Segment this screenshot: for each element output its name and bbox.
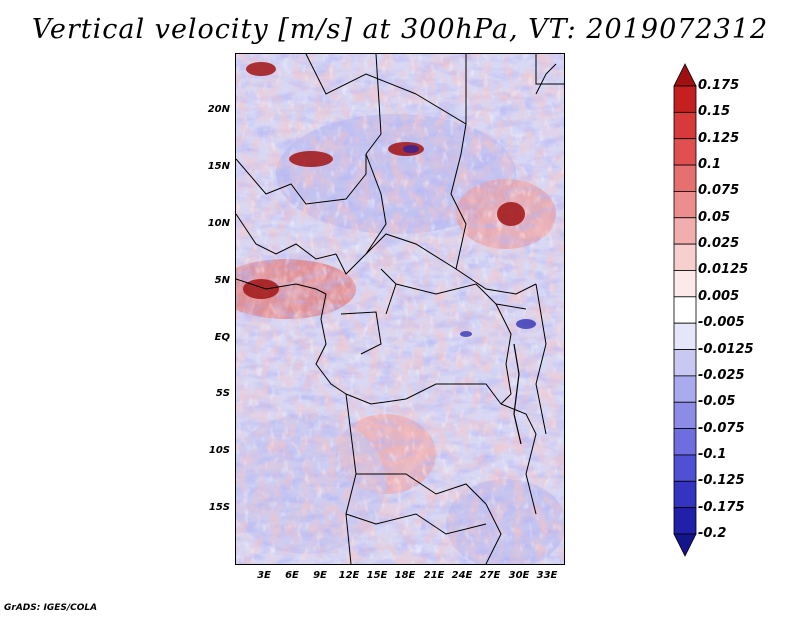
colorbar-max-triangle	[673, 63, 697, 87]
colorbar-tick-label: 0.0125	[698, 262, 749, 278]
colorbar-tick-label: -0.075	[698, 420, 745, 436]
colorbar-segment	[673, 217, 697, 245]
lat-label-5n: 5N	[214, 275, 230, 286]
colorbar-segment	[673, 270, 697, 298]
colorbar-tick-label: -0.0125	[698, 341, 754, 357]
lon-label-21e: 21E	[423, 570, 445, 581]
lon-label-12e: 12E	[338, 570, 360, 581]
lat-label-15n: 15N	[207, 161, 230, 172]
colorbar-tick-label: 0.075	[698, 183, 740, 199]
colorbar-segment	[673, 480, 697, 509]
colorbar-segment	[673, 322, 697, 350]
colorbar-segment	[673, 243, 697, 271]
colorbar-tick-label: 0.05	[698, 209, 731, 225]
colorbar	[673, 63, 697, 557]
colorbar-tick-label: 0.005	[698, 288, 740, 304]
colorbar-tick-label: -0.005	[698, 315, 745, 331]
colorbar-tick-label: 0.175	[698, 78, 740, 93]
lon-label-30e: 30E	[508, 570, 530, 581]
colorbar-segment	[673, 349, 697, 377]
colorbar-segment	[673, 138, 697, 166]
colorbar-min-triangle	[673, 533, 697, 557]
colorbar-segment	[673, 401, 697, 429]
colorbar-tick-label: -0.2	[698, 526, 727, 541]
strong-downdraft-cores	[403, 145, 536, 337]
grads-credit: GrADS: IGES/COLA	[4, 603, 98, 613]
colorbar-tick-label: 0.125	[698, 130, 740, 146]
lon-label-9e: 9E	[313, 570, 327, 581]
strong-updraft-cores	[243, 62, 525, 299]
colorbar-segment	[673, 191, 697, 219]
lat-label-15s: 15S	[208, 502, 230, 513]
lat-label-5s: 5S	[215, 388, 230, 399]
lon-label-24e: 24E	[451, 570, 473, 581]
colorbar-segment	[673, 454, 697, 482]
lon-label-3e: 3E	[257, 570, 271, 581]
lat-label-10n: 10N	[207, 218, 230, 229]
lon-label-15e: 15E	[366, 570, 388, 581]
white-contour-texture	[236, 54, 564, 564]
colorbar-segment	[673, 164, 697, 192]
colorbar-segment	[673, 85, 697, 113]
colorbar-tick-label: -0.1	[698, 446, 727, 462]
country-borders	[236, 54, 564, 564]
velocity-field-map	[236, 54, 564, 564]
colorbar-tick-label: -0.125	[698, 473, 745, 489]
colorbar-segment	[673, 428, 697, 456]
map-panel	[235, 53, 565, 565]
colorbar-tick-label: -0.05	[698, 394, 736, 410]
lat-label-10s: 10S	[208, 445, 230, 456]
lat-label-20n: 20N	[207, 104, 230, 115]
lon-label-18e: 18E	[394, 570, 416, 581]
lon-label-33e: 33E	[536, 570, 558, 581]
lon-label-27e: 27E	[479, 570, 501, 581]
colorbar-tick-label: -0.175	[698, 499, 745, 515]
colorbar-tick-label: -0.025	[698, 367, 745, 383]
chart-title: Vertical velocity [m/s] at 300hPa, VT: 2…	[31, 14, 769, 45]
colorbar-tick-label: 0.15	[698, 104, 731, 120]
colorbar-segment	[673, 375, 697, 403]
lon-label-6e: 6E	[285, 570, 299, 581]
lat-label-eq: EQ	[214, 332, 230, 343]
colorbar-segment	[673, 507, 697, 535]
colorbar-segment	[673, 296, 697, 324]
colorbar-tick-label: 0.025	[698, 236, 740, 252]
colorbar-segment	[673, 111, 697, 140]
colorbar-tick-label: 0.1	[698, 157, 722, 173]
